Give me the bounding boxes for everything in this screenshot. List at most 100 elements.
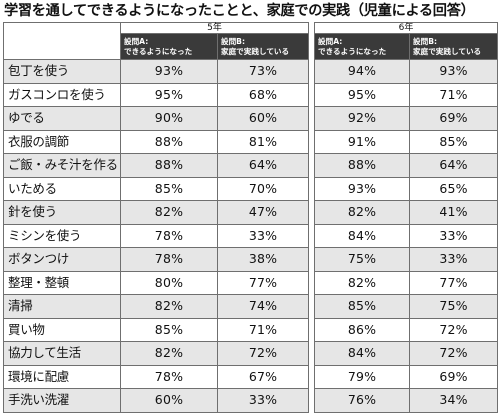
grade5-value-b: 77%	[216, 270, 310, 295]
grade6-value-b: 71%	[409, 82, 499, 107]
question-header-row: 設問A: できるようになった 設問B: 家庭で実践している 設問A: できるよう…	[3, 33, 499, 60]
table-row: 買い物 85% 71% 86% 72%	[3, 317, 499, 342]
grade5-value-a: 82%	[120, 294, 218, 319]
grade6-value-a: 76%	[314, 388, 411, 413]
grade6-value-a: 82%	[314, 270, 411, 295]
grade5-value-a: 78%	[120, 223, 218, 248]
table-row: 包丁を使う 93% 73% 94% 93%	[3, 59, 499, 84]
grade5-value-a: 80%	[120, 270, 218, 295]
grade6-value-b: 93%	[409, 59, 499, 84]
grade5-value-a: 95%	[120, 82, 218, 107]
grade6-value-a: 82%	[314, 200, 411, 225]
item-header-cell	[3, 33, 121, 60]
table-row: ご飯・みそ汁を作る 88% 64% 88% 64%	[3, 153, 499, 178]
page-title: 学習を通してできるようになったことと、家庭での実践（児童による回答）	[4, 3, 475, 19]
grade-header-row: 5年 6年	[3, 22, 499, 34]
grade5-question-b: 設問B: 家庭で実践している	[216, 33, 310, 60]
grade5-value-a: 82%	[120, 341, 218, 366]
grade6-value-b: 72%	[409, 317, 499, 342]
grade6-value-a: 86%	[314, 317, 411, 342]
grade5-value-b: 73%	[216, 59, 310, 84]
item-label: ミシンを使う	[3, 223, 121, 248]
grade6-value-b: 75%	[409, 294, 499, 319]
table-body: 包丁を使う 93% 73% 94% 93% ガスコンロを使う 95% 68% 95% 71% ゆでる…	[3, 59, 499, 413]
item-label: 衣服の調節	[3, 129, 121, 154]
grade6-value-a: 95%	[314, 82, 411, 107]
grade5-value-a: 90%	[120, 106, 218, 131]
grade6-question-a: 設問A: できるようになった	[314, 33, 411, 60]
grade5-value-b: 60%	[216, 106, 310, 131]
item-label: ガスコンロを使う	[3, 82, 121, 107]
grade6-value-b: 41%	[409, 200, 499, 225]
grade6-value-a: 92%	[314, 106, 411, 131]
grade5-value-a: 85%	[120, 317, 218, 342]
grade6-value-a: 94%	[314, 59, 411, 84]
grade6-header: 6年	[314, 22, 499, 34]
grade5-value-b: 67%	[216, 364, 310, 389]
table-row: 環境に配慮 78% 67% 79% 69%	[3, 364, 499, 389]
grade6-value-b: 33%	[409, 223, 499, 248]
table-row: ゆでる 90% 60% 92% 69%	[3, 106, 499, 131]
grade5-value-b: 74%	[216, 294, 310, 319]
grade6-value-b: 85%	[409, 129, 499, 154]
corner-cell	[3, 22, 121, 34]
item-label: ボタンつけ	[3, 247, 121, 272]
grade6-value-b: 69%	[409, 106, 499, 131]
grade6-value-a: 93%	[314, 176, 411, 201]
item-label: ご飯・みそ汁を作る	[3, 153, 121, 178]
table-row: 針を使う 82% 47% 82% 41%	[3, 200, 499, 225]
item-label: 清掃	[3, 294, 121, 319]
grade5-value-a: 88%	[120, 153, 218, 178]
grade6-value-b: 34%	[409, 388, 499, 413]
grade6-value-a: 84%	[314, 341, 411, 366]
grade6-value-a: 91%	[314, 129, 411, 154]
table-row: 衣服の調節 88% 81% 91% 85%	[3, 129, 499, 154]
grade6-value-b: 65%	[409, 176, 499, 201]
grade6-value-b: 72%	[409, 341, 499, 366]
item-label: 買い物	[3, 317, 121, 342]
grade5-value-b: 64%	[216, 153, 310, 178]
grade6-value-b: 64%	[409, 153, 499, 178]
grade6-question-b: 設問B: 家庭で実践している	[409, 33, 499, 60]
table-row: ガスコンロを使う 95% 68% 95% 71%	[3, 82, 499, 107]
grade5-value-b: 33%	[216, 388, 310, 413]
item-label: 針を使う	[3, 200, 121, 225]
grade6-value-a: 88%	[314, 153, 411, 178]
grade6-value-a: 84%	[314, 223, 411, 248]
table-row: 整理・整頓 80% 77% 82% 77%	[3, 270, 499, 295]
grade5-value-a: 82%	[120, 200, 218, 225]
grade5-value-b: 81%	[216, 129, 310, 154]
results-table: 5年 6年 設問A: できるようになった 設問B: 家庭で実践している 設問A:…	[3, 22, 499, 413]
table-row: ミシンを使う 78% 33% 84% 33%	[3, 223, 499, 248]
item-label: ゆでる	[3, 106, 121, 131]
grade6-value-a: 75%	[314, 247, 411, 272]
grade5-value-b: 71%	[216, 317, 310, 342]
grade5-value-b: 38%	[216, 247, 310, 272]
grade5-value-b: 68%	[216, 82, 310, 107]
grade6-value-b: 33%	[409, 247, 499, 272]
grade6-value-a: 85%	[314, 294, 411, 319]
table-row: ボタンつけ 78% 38% 75% 33%	[3, 247, 499, 272]
grade6-value-b: 77%	[409, 270, 499, 295]
item-label: 整理・整頓	[3, 270, 121, 295]
table-row: 協力して生活 82% 72% 84% 72%	[3, 341, 499, 366]
table-row: 手洗い洗濯 60% 33% 76% 34%	[3, 388, 499, 413]
item-label: 環境に配慮	[3, 364, 121, 389]
grade5-value-a: 78%	[120, 364, 218, 389]
item-label: いためる	[3, 176, 121, 201]
item-label: 包丁を使う	[3, 59, 121, 84]
grade5-question-a: 設問A: できるようになった	[120, 33, 218, 60]
grade5-value-a: 60%	[120, 388, 218, 413]
grade5-value-a: 93%	[120, 59, 218, 84]
grade5-value-b: 72%	[216, 341, 310, 366]
grade5-value-b: 33%	[216, 223, 310, 248]
grade5-value-a: 78%	[120, 247, 218, 272]
grade6-value-b: 69%	[409, 364, 499, 389]
grade5-value-a: 88%	[120, 129, 218, 154]
item-label: 協力して生活	[3, 341, 121, 366]
item-label: 手洗い洗濯	[3, 388, 121, 413]
grade5-value-a: 85%	[120, 176, 218, 201]
table-row: 清掃 82% 74% 85% 75%	[3, 294, 499, 319]
grade5-value-b: 70%	[216, 176, 310, 201]
grade5-value-b: 47%	[216, 200, 310, 225]
